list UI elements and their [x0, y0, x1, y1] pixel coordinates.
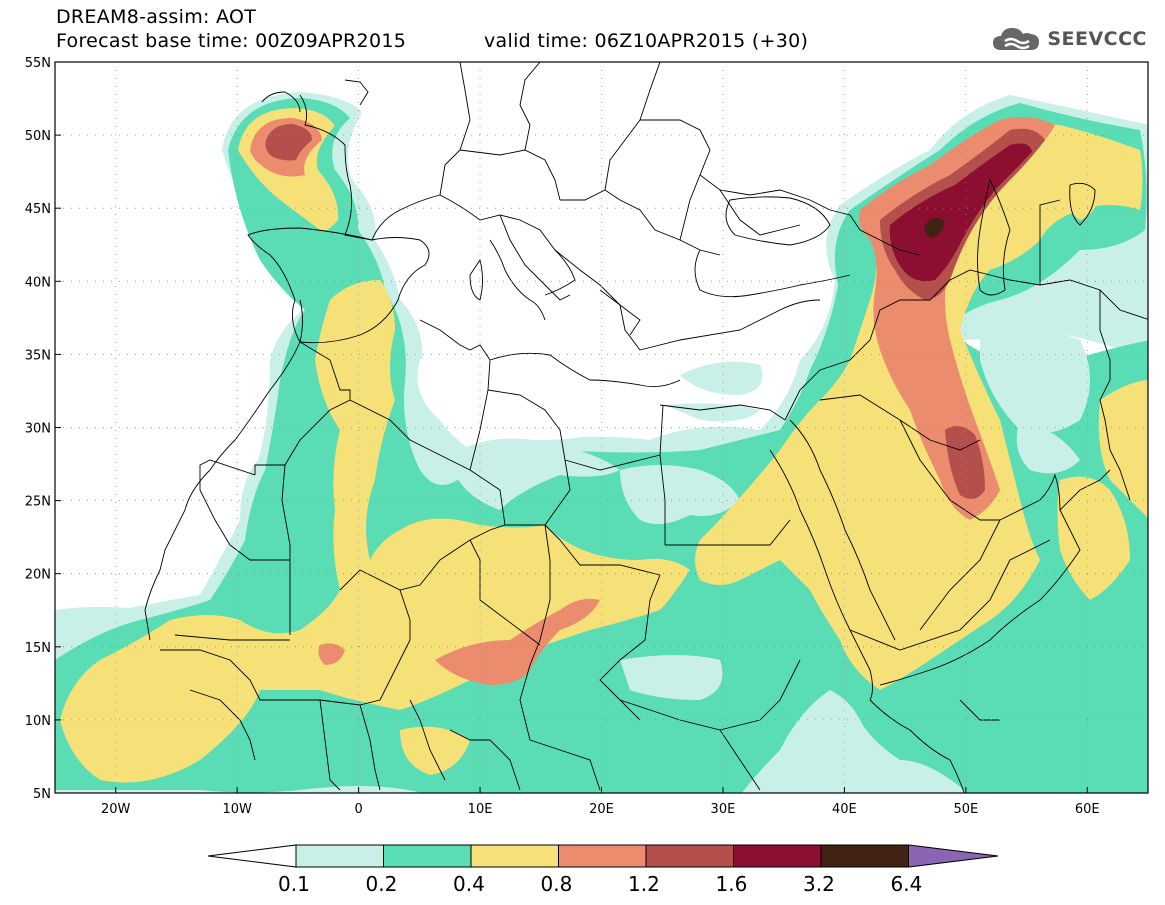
lon-tick-label: 20E	[589, 802, 614, 817]
lon-tick-label: 40E	[832, 802, 857, 817]
map-title: DREAM8-assim: AOT	[56, 6, 257, 28]
colorbar	[207, 844, 999, 868]
axis-ticks: 20W 10W 0 10E 20E 30E 40E 50E 60E 55N 50N 45N 40N 35N…	[25, 56, 1100, 817]
colorbar-label: 6.4	[890, 872, 923, 896]
lat-tick-label: 40N	[25, 275, 51, 290]
forecast-base-time: Forecast base time: 00Z09APR2015	[56, 30, 407, 52]
aot-level-3-2	[924, 217, 945, 238]
colorbar-segment	[820, 844, 909, 868]
lat-tick-label: 25N	[25, 495, 51, 510]
colorbar-label: 0.1	[278, 872, 310, 896]
lon-tick-label: 10E	[468, 802, 493, 817]
colorbar-segment	[470, 844, 559, 868]
lon-tick-label: 20W	[101, 802, 131, 817]
lat-tick-label: 55N	[25, 56, 51, 71]
lat-tick-label: 35N	[25, 348, 51, 363]
lat-tick-label: 45N	[25, 202, 51, 217]
colorbar-segment	[383, 844, 472, 868]
lon-tick-label: 50E	[953, 802, 978, 817]
lon-tick-label: 30E	[711, 802, 736, 817]
colorbar-segment	[733, 844, 822, 868]
colorbar-max-arrow	[908, 844, 999, 868]
lat-tick-label: 5N	[33, 787, 51, 802]
cloud-icon	[993, 28, 1040, 50]
lat-tick-label: 20N	[25, 568, 51, 583]
colorbar-segment	[645, 844, 734, 868]
colorbar-min-arrow	[207, 844, 297, 868]
lon-tick-label: 10W	[222, 802, 252, 817]
colorbar-segment	[295, 844, 384, 868]
colorbar-label: 1.2	[628, 872, 660, 896]
lat-tick-label: 15N	[25, 641, 51, 656]
colorbar-segment	[558, 844, 647, 868]
lon-tick-label: 0	[354, 802, 362, 817]
lat-tick-label: 30N	[25, 422, 51, 437]
colorbar-label: 1.6	[715, 872, 748, 896]
colorbar-label: 3.2	[803, 872, 835, 896]
country-borders	[144, 62, 1148, 793]
colorbar-label: 0.4	[453, 872, 485, 896]
valid-time: valid time: 06Z10APR2015 (+30)	[484, 30, 809, 52]
seevccc-logo: SEEVCCC	[991, 24, 1147, 54]
lon-tick-label: 60E	[1075, 802, 1100, 817]
logo-text: SEEVCCC	[1047, 28, 1147, 50]
colorbar-label: 0.8	[540, 872, 573, 896]
lat-tick-label: 50N	[25, 129, 51, 144]
aot-level-1-6	[889, 143, 1032, 282]
colorbar-label: 0.2	[365, 872, 398, 896]
lat-tick-label: 10N	[25, 714, 51, 729]
aot-field	[55, 62, 1148, 793]
